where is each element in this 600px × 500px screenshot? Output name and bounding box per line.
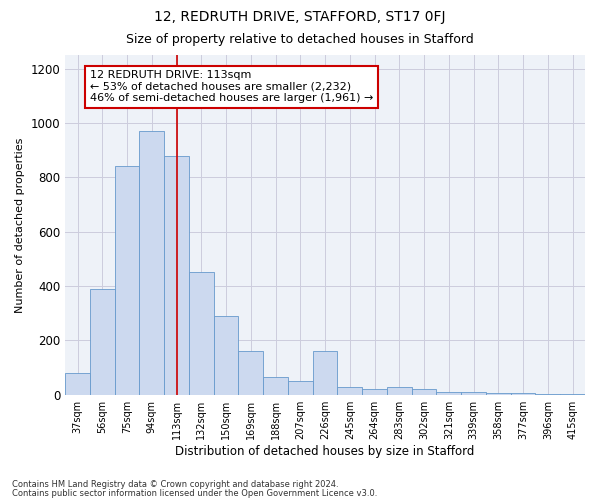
Bar xyxy=(189,272,214,394)
Bar xyxy=(362,390,387,394)
Text: Contains public sector information licensed under the Open Government Licence v3: Contains public sector information licen… xyxy=(12,489,377,498)
Bar xyxy=(115,166,139,394)
Bar xyxy=(461,392,486,394)
Bar xyxy=(337,386,362,394)
Text: 12 REDRUTH DRIVE: 113sqm
← 53% of detached houses are smaller (2,232)
46% of sem: 12 REDRUTH DRIVE: 113sqm ← 53% of detach… xyxy=(90,70,373,103)
Bar xyxy=(313,351,337,395)
X-axis label: Distribution of detached houses by size in Stafford: Distribution of detached houses by size … xyxy=(175,444,475,458)
Text: Contains HM Land Registry data © Crown copyright and database right 2024.: Contains HM Land Registry data © Crown c… xyxy=(12,480,338,489)
Bar xyxy=(238,351,263,395)
Bar xyxy=(387,386,412,394)
Bar xyxy=(412,390,436,394)
Bar xyxy=(90,288,115,395)
Text: Size of property relative to detached houses in Stafford: Size of property relative to detached ho… xyxy=(126,32,474,46)
Bar xyxy=(288,381,313,394)
Bar xyxy=(65,373,90,394)
Y-axis label: Number of detached properties: Number of detached properties xyxy=(15,137,25,312)
Bar xyxy=(263,377,288,394)
Bar xyxy=(436,392,461,394)
Bar xyxy=(139,131,164,394)
Text: 12, REDRUTH DRIVE, STAFFORD, ST17 0FJ: 12, REDRUTH DRIVE, STAFFORD, ST17 0FJ xyxy=(154,10,446,24)
Bar xyxy=(214,316,238,394)
Bar xyxy=(164,156,189,394)
